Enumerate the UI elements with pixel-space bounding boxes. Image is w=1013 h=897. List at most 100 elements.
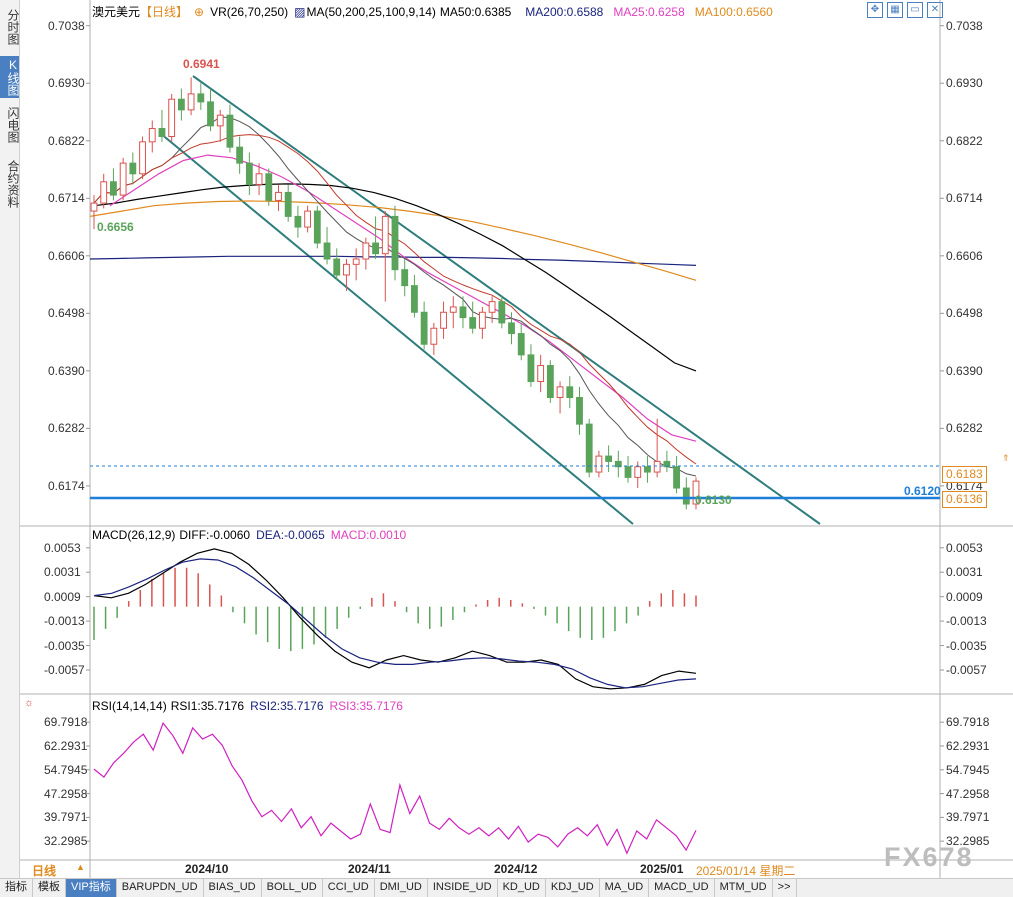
candle-body	[576, 396, 583, 425]
close-icon[interactable]: ✕	[927, 2, 943, 18]
candle-body	[110, 181, 117, 196]
price-alert-icon[interactable]: ⇑	[1002, 453, 1010, 463]
price-tag-2: 0.6136	[942, 491, 987, 508]
indicator-tab[interactable]: >>	[773, 879, 797, 897]
candle-body	[381, 215, 389, 255]
window-icon[interactable]: ▭	[907, 2, 923, 18]
indicator-tab[interactable]: CCI_UD	[323, 879, 375, 897]
price-tick-right: 0.6714	[946, 191, 983, 206]
ma-icon[interactable]: ▨	[294, 5, 306, 19]
indicator-tab[interactable]: VIP指标	[66, 879, 117, 897]
price-tick-left: 0.6930	[48, 76, 85, 91]
ma50-line	[93, 183, 697, 372]
ma14-line	[93, 134, 697, 465]
candle-body	[401, 269, 409, 287]
indicator-tab[interactable]: BOLL_UD	[262, 879, 323, 897]
candle-body	[236, 146, 244, 164]
candle-body	[478, 311, 486, 329]
tab-intraday[interactable]: 分时图	[6, 9, 20, 45]
support-level-label: 0.6120	[904, 484, 941, 498]
add-icon[interactable]: ⊕	[194, 5, 205, 19]
candle-body	[362, 242, 370, 260]
indicator-tab[interactable]: MA_UD	[600, 879, 650, 897]
price-tick-left: 0.6606	[48, 248, 85, 263]
tab-flash[interactable]: 闪电图	[6, 107, 20, 143]
ma100-value: MA100:0.6560	[694, 5, 773, 19]
candle-body	[614, 460, 622, 468]
rsi-tick-right: 54.7945	[946, 762, 990, 777]
ma25-line	[109, 154, 697, 442]
symbol-title: 澳元美元	[92, 5, 141, 19]
indicator-tab[interactable]: MACD_UD	[649, 879, 715, 897]
vr-label: VR(26,70,250)	[210, 5, 289, 19]
rsi-tick-left: 32.2985	[44, 834, 88, 849]
candle-body	[207, 101, 214, 127]
indicator-tab[interactable]: KD_UD	[498, 879, 546, 897]
candle-body	[158, 128, 166, 138]
candle-body	[139, 141, 146, 175]
candle-body	[469, 317, 477, 329]
indicator-tab[interactable]: BIAS_UD	[204, 879, 262, 897]
candle-body	[605, 455, 613, 462]
chart-toolbar: ✥ ▦ ▭ ✕	[867, 2, 943, 18]
period-label[interactable]: 【日线】	[140, 5, 189, 19]
price-tick-right: 0.7038	[946, 18, 983, 33]
candle-body	[100, 181, 108, 204]
price-tick-right: 0.6930	[946, 76, 983, 91]
ma100-line	[89, 200, 697, 281]
period-indicator[interactable]: 日线	[32, 864, 57, 878]
candle-body	[226, 114, 234, 148]
low-annotation: 0.6130	[695, 493, 732, 507]
indicator-tab[interactable]: 指标	[0, 879, 33, 897]
candle-body	[488, 301, 496, 313]
candle-body	[168, 98, 176, 138]
rsi-tick-right: 69.7918	[946, 715, 990, 730]
date-label-jan: 2025/01	[640, 862, 684, 876]
price-tick-right: 0.6822	[946, 133, 983, 148]
candle-body	[352, 258, 360, 265]
grid-icon[interactable]: ▦	[887, 2, 903, 18]
indicator-tab[interactable]: INSIDE_UD	[428, 879, 498, 897]
date-label-oct: 2024/10	[185, 862, 229, 876]
candle-body	[527, 354, 535, 383]
chart-canvas[interactable]	[0, 0, 1013, 878]
rsi3-value: RSI3:35.7176	[329, 699, 403, 713]
rsi2-value: RSI2:35.7176	[250, 699, 324, 713]
scroll-arrow-icon[interactable]: ▲	[76, 862, 85, 872]
price-tick-left: 0.6174	[48, 478, 85, 493]
sun-icon[interactable]: ☼	[24, 697, 35, 709]
candle-body	[245, 162, 253, 185]
tab-contract-info[interactable]: 合约资料	[6, 160, 20, 208]
ma200-value: MA200:0.6588	[525, 5, 604, 19]
indicator-tab[interactable]: DMI_UD	[375, 879, 428, 897]
tab-kline[interactable]: K线图	[0, 56, 20, 98]
indicator-tab[interactable]: 模板	[33, 879, 66, 897]
watermark-logo: FX678	[884, 842, 974, 872]
candle-body	[343, 263, 350, 276]
candle-body	[673, 466, 680, 489]
candle-body	[459, 306, 467, 319]
price-tick-left: 0.6282	[48, 421, 85, 436]
candle-body	[323, 242, 331, 260]
candle-body	[449, 306, 457, 313]
crosshair-icon[interactable]: ✥	[867, 2, 883, 18]
indicator-tab[interactable]: KDJ_UD	[546, 879, 600, 897]
ma9-line	[93, 116, 697, 477]
candle-body	[333, 258, 341, 276]
rsi-tick-left: 39.7971	[44, 810, 88, 825]
ma-label: MA(50,200,25,100,9,14)	[306, 5, 436, 19]
candle-body	[294, 215, 302, 228]
last-price-tag: 0.6183	[942, 466, 987, 483]
candle-body	[430, 327, 438, 345]
date-label-dec: 2024/12	[494, 862, 538, 876]
candle-body	[304, 210, 312, 228]
candle-body	[508, 322, 515, 335]
rsi-tick-right: 32.2985	[946, 834, 990, 849]
candle-body	[197, 93, 205, 103]
candle-body	[148, 128, 156, 143]
indicator-tab[interactable]: BARUPDN_UD	[117, 879, 204, 897]
candle-body	[411, 285, 418, 313]
indicator-tab[interactable]: MTM_UD	[715, 879, 773, 897]
rsi-line	[93, 721, 697, 855]
rsi1-value: RSI1:35.7176	[170, 699, 245, 713]
